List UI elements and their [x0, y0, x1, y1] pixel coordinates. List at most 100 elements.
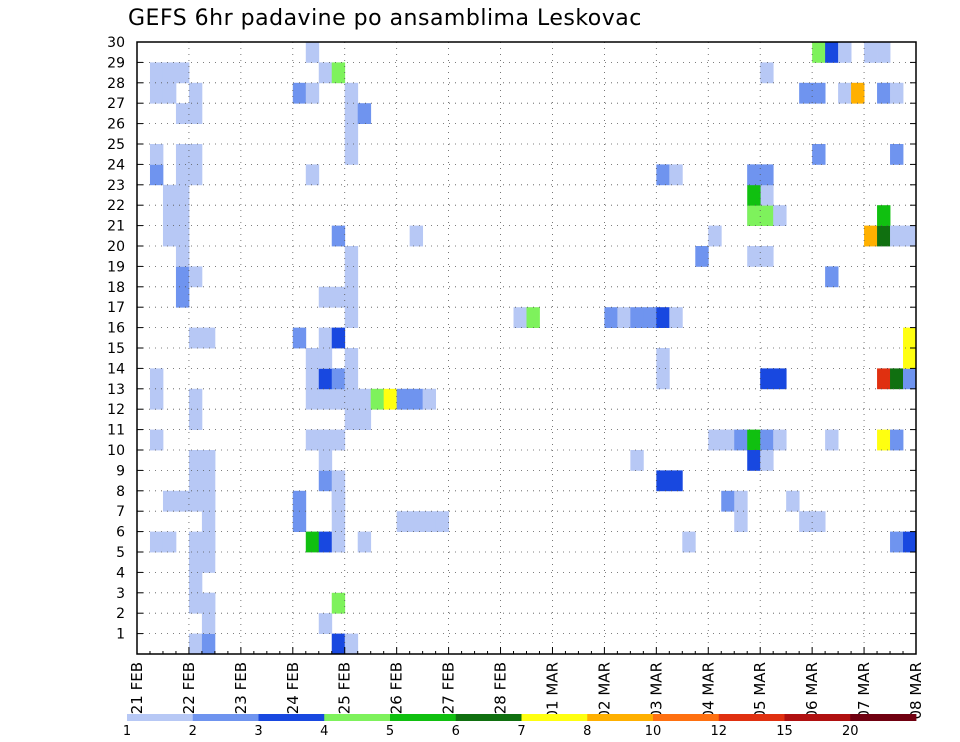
x-tick-label: 01 MAR [543, 662, 561, 719]
heatmap-cell [175, 184, 190, 206]
colorbar-label: 4 [320, 724, 328, 739]
heatmap-cell [188, 82, 203, 104]
colorbar-label: 15 [776, 724, 793, 739]
heatmap-cell [162, 82, 177, 104]
heatmap-cell [760, 368, 774, 390]
heatmap-cell [188, 531, 203, 553]
x-axis: 21 FEB 22 FEB 23 FEB 24 FEB 25 FEB 26 FEB 27 F… [128, 647, 925, 719]
heatmap-cell [175, 266, 190, 288]
x-tick-label: 03 MAR [647, 662, 665, 719]
heatmap-cell [656, 164, 670, 186]
colorbar-swatch [192, 714, 259, 721]
heatmap-cell [201, 490, 216, 512]
heatmap-cell [513, 307, 527, 328]
heatmap-cell [331, 225, 346, 247]
heatmap-cell [201, 633, 216, 655]
heatmap-cell [409, 511, 424, 532]
x-tick-label: 22 FEB [180, 662, 198, 714]
heatmap-cell [747, 246, 761, 267]
heatmap-cell [149, 82, 164, 104]
y-tick-label: 28 [107, 76, 125, 92]
heatmap-cell [903, 327, 917, 349]
heatmap-cell [292, 511, 307, 532]
y-tick-label: 1 [116, 627, 125, 643]
heatmap-cell [201, 552, 216, 573]
heatmap-cell [604, 307, 618, 328]
heatmap-cell [344, 266, 359, 288]
x-tick-label: 06 MAR [803, 662, 821, 719]
heatmap-cell [188, 592, 203, 614]
heatmap-cell [864, 225, 878, 247]
heatmap-cell [305, 348, 320, 369]
colorbar-swatch [324, 714, 391, 721]
heatmap-cell [617, 307, 631, 328]
heatmap-cell [864, 42, 878, 63]
heatmap-cell [201, 470, 216, 492]
heatmap-cell [188, 164, 203, 186]
heatmap-cell [162, 184, 177, 206]
colorbar-label: 6 [452, 724, 460, 739]
heatmap-cell [331, 286, 346, 308]
heatmap-cell [149, 368, 164, 390]
heatmap-cell [851, 82, 865, 104]
heatmap-cell [890, 531, 904, 553]
y-tick-label: 2 [116, 606, 125, 622]
heatmap-cell [162, 62, 177, 84]
heatmap-cell [188, 490, 203, 512]
heatmap-cell [162, 205, 177, 226]
heatmap-cell [188, 388, 203, 410]
y-tick-label: 6 [116, 525, 125, 541]
heatmap-cell [630, 307, 644, 328]
heatmap-cell [318, 613, 333, 634]
heatmap-cell [149, 62, 164, 84]
heatmap-cell [175, 144, 190, 165]
heatmap-cell [877, 82, 891, 104]
x-tick-label: 23 FEB [232, 662, 250, 714]
heatmap-cell [305, 531, 320, 553]
heatmap-cell [903, 348, 917, 369]
y-tick-label: 23 [107, 178, 125, 194]
heatmap-cell [383, 388, 398, 410]
heatmap-cell [708, 225, 722, 247]
heatmap-cell [292, 82, 307, 104]
y-tick-label: 13 [107, 382, 125, 398]
colorbar-swatch [718, 714, 785, 721]
heatmap-cell [188, 409, 203, 430]
y-tick-label: 21 [107, 219, 125, 235]
heatmap-cell [344, 144, 359, 165]
heatmap-cell [175, 103, 190, 124]
heatmap-cell [760, 246, 774, 267]
heatmap-cell [838, 82, 852, 104]
heatmap-cell [305, 42, 320, 63]
heatmap-cell [708, 429, 722, 451]
heatmap-cell [305, 388, 320, 410]
heatmap-cell [877, 205, 891, 226]
heatmap-cell [786, 490, 800, 512]
heatmap-cell [344, 633, 359, 655]
heatmap-cell [318, 348, 333, 369]
heatmap-cell [331, 490, 346, 512]
y-tick-label: 8 [116, 484, 125, 500]
colorbar-swatch [850, 714, 917, 721]
y-tick-label: 11 [107, 423, 125, 439]
y-tick-label: 29 [107, 55, 125, 71]
y-tick-label: 7 [116, 504, 125, 520]
heatmap-cell [344, 388, 359, 410]
heatmap-cell [331, 633, 346, 655]
heatmap-cell [773, 368, 787, 390]
heatmap-cell [825, 266, 839, 288]
y-tick-label: 4 [116, 565, 125, 581]
heatmap-cell [175, 225, 190, 247]
y-tick-label: 10 [107, 443, 125, 459]
heatmap-cell [838, 42, 852, 63]
x-tick-label: 26 FEB [388, 662, 406, 714]
heatmap-cell [188, 633, 203, 655]
heatmap-cell [331, 62, 346, 84]
heatmap-cell [344, 123, 359, 145]
x-tick-label: 04 MAR [699, 662, 717, 719]
heatmap-cell [331, 368, 346, 390]
heatmap-cell [175, 490, 190, 512]
heatmap-cell [890, 82, 904, 104]
heatmap-cell [760, 450, 774, 471]
y-tick-label: 3 [116, 586, 125, 602]
